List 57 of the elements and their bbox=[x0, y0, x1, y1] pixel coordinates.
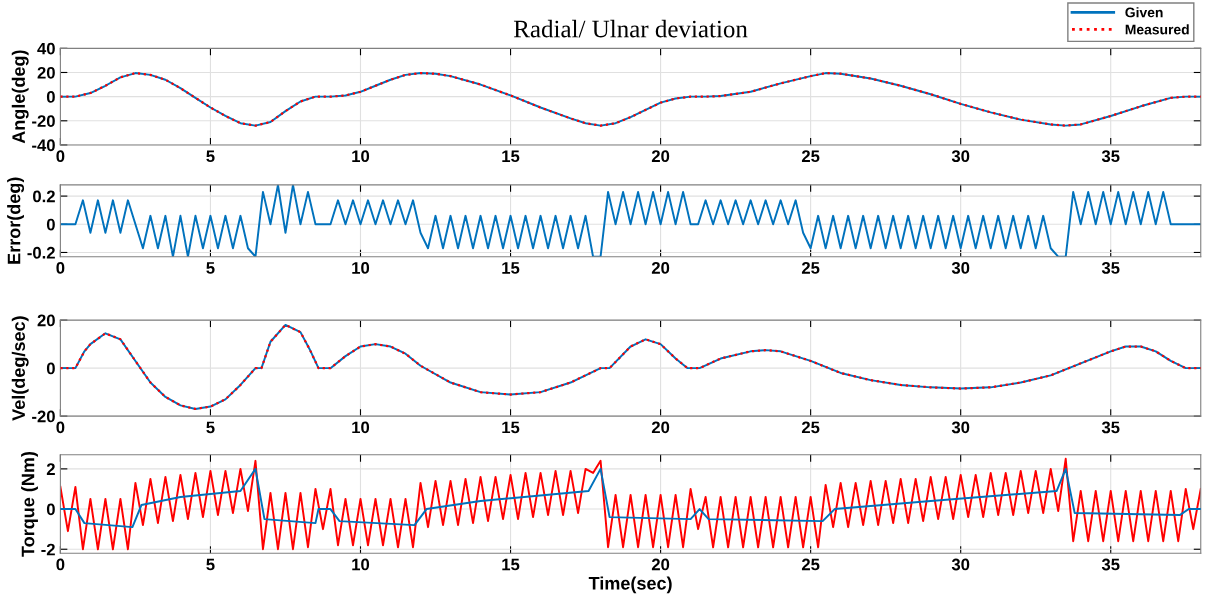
x-tick-label: 25 bbox=[801, 262, 820, 274]
x-tick-label: 20 bbox=[651, 421, 670, 434]
x-tick-label: 10 bbox=[352, 421, 370, 434]
y-tick-label: 20 bbox=[37, 66, 55, 79]
y-axis-title: Torque (Nm) bbox=[21, 451, 38, 557]
x-tick-label: 0 bbox=[56, 150, 65, 163]
y-tick-label: 2 bbox=[46, 463, 55, 475]
x-tick-label: 35 bbox=[1101, 150, 1120, 163]
x-tick-label: 25 bbox=[801, 558, 820, 571]
x-tick-label: 30 bbox=[951, 558, 970, 571]
x-tick-label: 5 bbox=[206, 262, 215, 274]
x-tick-label: 10 bbox=[352, 262, 370, 274]
y-tick-label: 40 bbox=[37, 42, 55, 55]
x-tick-label: 0 bbox=[56, 421, 65, 434]
x-tick-label: 15 bbox=[502, 421, 520, 434]
x-tick-label: 20 bbox=[651, 262, 670, 274]
line-series bbox=[60, 184, 1201, 257]
line-series bbox=[60, 467, 1201, 529]
y-axis-title: Angle(deg) bbox=[11, 50, 29, 144]
x-tick-label: 25 bbox=[801, 421, 820, 434]
x-tick-label: 15 bbox=[502, 262, 520, 274]
line-series bbox=[60, 457, 1201, 551]
x-tick-label: 35 bbox=[1101, 421, 1120, 434]
chart-title: Radial/ Ulnar deviation bbox=[513, 19, 748, 38]
x-tick-label: 10 bbox=[352, 150, 370, 163]
y-tick-label: -20 bbox=[32, 410, 55, 423]
y-axis-title: Error(deg) bbox=[7, 177, 25, 264]
x-tick-label: 35 bbox=[1101, 558, 1120, 571]
y-tick-label: -2 bbox=[41, 543, 55, 556]
y-tick-label: -0.2 bbox=[27, 246, 55, 259]
x-tick-label: 0 bbox=[56, 262, 65, 274]
x-tick-label: 25 bbox=[801, 150, 820, 163]
legend-label: Given bbox=[1125, 7, 1163, 18]
y-tick-label: 0.2 bbox=[33, 190, 55, 203]
y-tick-label: -20 bbox=[32, 115, 55, 127]
x-tick-label: 5 bbox=[206, 558, 215, 571]
x-tick-label: 15 bbox=[502, 150, 520, 163]
x-tick-label: 30 bbox=[951, 262, 970, 274]
x-tick-label: 20 bbox=[651, 558, 670, 571]
x-tick-label: 10 bbox=[352, 558, 370, 571]
legend-label: Measured bbox=[1125, 24, 1189, 35]
y-axis-title: Vel(deg/sec) bbox=[11, 316, 29, 421]
y-tick-label: 0 bbox=[46, 362, 55, 375]
x-tick-label: 5 bbox=[206, 150, 215, 163]
y-tick-label: 0 bbox=[46, 218, 55, 231]
x-tick-label: 20 bbox=[651, 150, 670, 163]
x-tick-label: 15 bbox=[502, 558, 520, 571]
x-tick-label: 0 bbox=[56, 558, 65, 571]
x-tick-label: 30 bbox=[951, 150, 970, 163]
x-tick-label: 35 bbox=[1101, 262, 1120, 274]
y-tick-label: -40 bbox=[32, 139, 55, 152]
y-tick-label: 20 bbox=[37, 314, 55, 327]
x-axis-title: Time(sec) bbox=[588, 576, 672, 594]
y-tick-label: 0 bbox=[46, 503, 55, 516]
x-tick-label: 30 bbox=[951, 421, 970, 434]
y-tick-label: 0 bbox=[46, 91, 55, 103]
x-tick-label: 5 bbox=[206, 421, 215, 434]
